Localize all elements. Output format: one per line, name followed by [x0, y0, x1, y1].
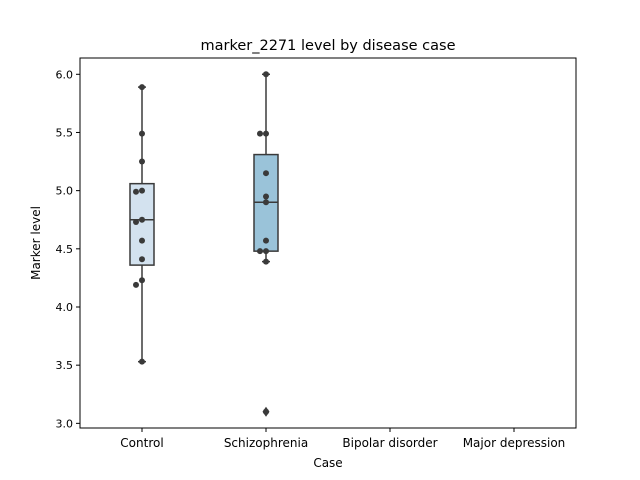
- x-axis-label: Case: [313, 456, 342, 470]
- data-point: [263, 258, 269, 265]
- data-point: [263, 193, 269, 200]
- data-points: [133, 71, 269, 415]
- data-point: [139, 216, 145, 223]
- data-point: [263, 248, 269, 255]
- data-point: [257, 130, 263, 137]
- data-point: [263, 199, 269, 206]
- data-point: [139, 237, 145, 244]
- y-axis: 3.0 3.5 4.0 4.5 5.0 5.5 6.0: [56, 68, 80, 430]
- data-point: [263, 130, 269, 137]
- y-tick-label: 5.0: [56, 185, 74, 198]
- chart-title: marker_2271 level by disease case: [201, 38, 456, 54]
- data-point: [257, 248, 263, 255]
- box-schizophrenia: [253, 73, 279, 417]
- y-tick-label: 5.5: [56, 126, 74, 139]
- x-tick-label: Major depression: [463, 436, 566, 450]
- data-point: [263, 71, 269, 78]
- x-tick-label: Control: [120, 436, 163, 450]
- y-tick-label: 4.0: [56, 301, 74, 314]
- data-point: [139, 130, 145, 137]
- iqr-box: [129, 182, 155, 266]
- data-point: [133, 281, 139, 288]
- x-axis: Control Schizophrenia Bipolar disorder Majo…: [120, 428, 565, 450]
- data-point: [139, 256, 145, 263]
- y-tick-label: 3.0: [56, 417, 74, 430]
- y-tick-label: 3.5: [56, 359, 74, 372]
- data-point: [139, 84, 145, 91]
- y-tick-label: 4.5: [56, 243, 74, 256]
- data-point: [133, 219, 139, 226]
- plot-frame: [79, 57, 577, 429]
- data-point: [133, 188, 139, 195]
- data-point: [139, 187, 145, 194]
- data-point: [139, 358, 145, 365]
- y-tick-label: 6.0: [56, 68, 74, 81]
- x-tick-label: Schizophrenia: [224, 436, 308, 450]
- y-axis-label: Marker level: [29, 206, 43, 280]
- data-point: [139, 277, 145, 284]
- data-point: [263, 408, 269, 415]
- data-point: [263, 170, 269, 177]
- box-control: [129, 86, 155, 363]
- x-tick-label: Bipolar disorder: [342, 436, 437, 450]
- data-point: [263, 237, 269, 244]
- data-point: [139, 158, 145, 165]
- boxes: [129, 73, 279, 417]
